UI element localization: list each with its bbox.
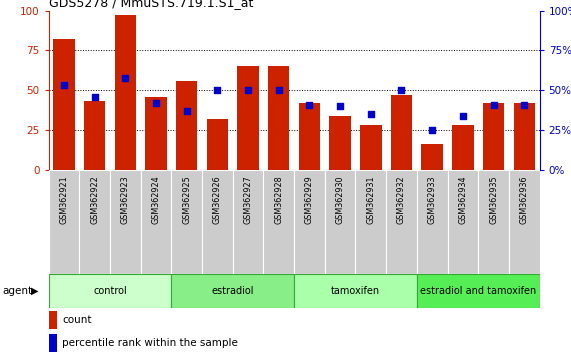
Point [243,87,252,93]
Text: count: count [62,315,92,325]
Bar [140,170,171,274]
Bar [391,95,412,170]
Point [90,94,99,99]
Point [59,82,69,88]
Point [397,87,406,93]
Bar [79,170,110,274]
Text: GSM362921: GSM362921 [59,175,69,224]
Text: agent: agent [3,286,33,296]
Bar [417,274,540,308]
Bar [452,125,473,170]
Point [336,103,345,109]
Text: GSM362936: GSM362936 [520,175,529,224]
Point [428,127,437,133]
Text: GSM362925: GSM362925 [182,175,191,224]
Point [520,102,529,107]
Bar [294,170,325,274]
Text: GSM362931: GSM362931 [366,175,375,224]
Bar [207,119,228,170]
Bar [49,334,57,352]
Text: GSM362930: GSM362930 [336,175,345,224]
Bar [329,116,351,170]
Text: GSM362935: GSM362935 [489,175,498,224]
Point [151,100,160,106]
Bar [325,170,355,274]
Bar [513,103,535,170]
Point [366,111,375,117]
Bar [49,311,57,329]
Bar [176,81,198,170]
Bar [202,170,233,274]
Bar [115,15,136,170]
Bar [386,170,417,274]
Point [182,108,191,114]
Text: tamoxifen: tamoxifen [331,286,380,296]
Point [213,87,222,93]
Bar [509,170,540,274]
Bar [238,67,259,170]
Point [274,87,283,93]
Bar [49,170,79,274]
Bar [417,170,448,274]
Text: percentile rank within the sample: percentile rank within the sample [62,338,238,348]
Bar [478,170,509,274]
Text: GSM362933: GSM362933 [428,175,437,224]
Text: GSM362926: GSM362926 [213,175,222,224]
Text: GSM362928: GSM362928 [274,175,283,224]
Text: GSM362923: GSM362923 [120,175,130,224]
Text: GSM362932: GSM362932 [397,175,406,224]
Text: estradiol: estradiol [211,286,254,296]
Point [120,75,130,80]
Text: GSM362927: GSM362927 [243,175,252,224]
Text: GSM362922: GSM362922 [90,175,99,224]
Text: GSM362924: GSM362924 [151,175,160,224]
Text: GSM362929: GSM362929 [305,175,314,224]
Bar [421,144,443,170]
Bar [299,103,320,170]
Bar [49,274,171,308]
Point [459,113,468,119]
Point [305,102,314,107]
Bar [355,170,386,274]
Bar [145,97,167,170]
Bar [294,274,417,308]
Bar [263,170,294,274]
Point [489,102,498,107]
Bar [233,170,263,274]
Text: GSM362934: GSM362934 [459,175,468,224]
Bar [171,274,294,308]
Bar [110,170,140,274]
Bar [53,39,75,170]
Bar [268,67,289,170]
Bar [360,125,381,170]
Bar [483,103,504,170]
Text: control: control [93,286,127,296]
Text: ▶: ▶ [31,286,39,296]
Text: estradiol and tamoxifen: estradiol and tamoxifen [420,286,536,296]
Text: GDS5278 / MmuSTS.719.1.S1_at: GDS5278 / MmuSTS.719.1.S1_at [49,0,253,10]
Bar [448,170,478,274]
Bar [171,170,202,274]
Bar [84,101,105,170]
